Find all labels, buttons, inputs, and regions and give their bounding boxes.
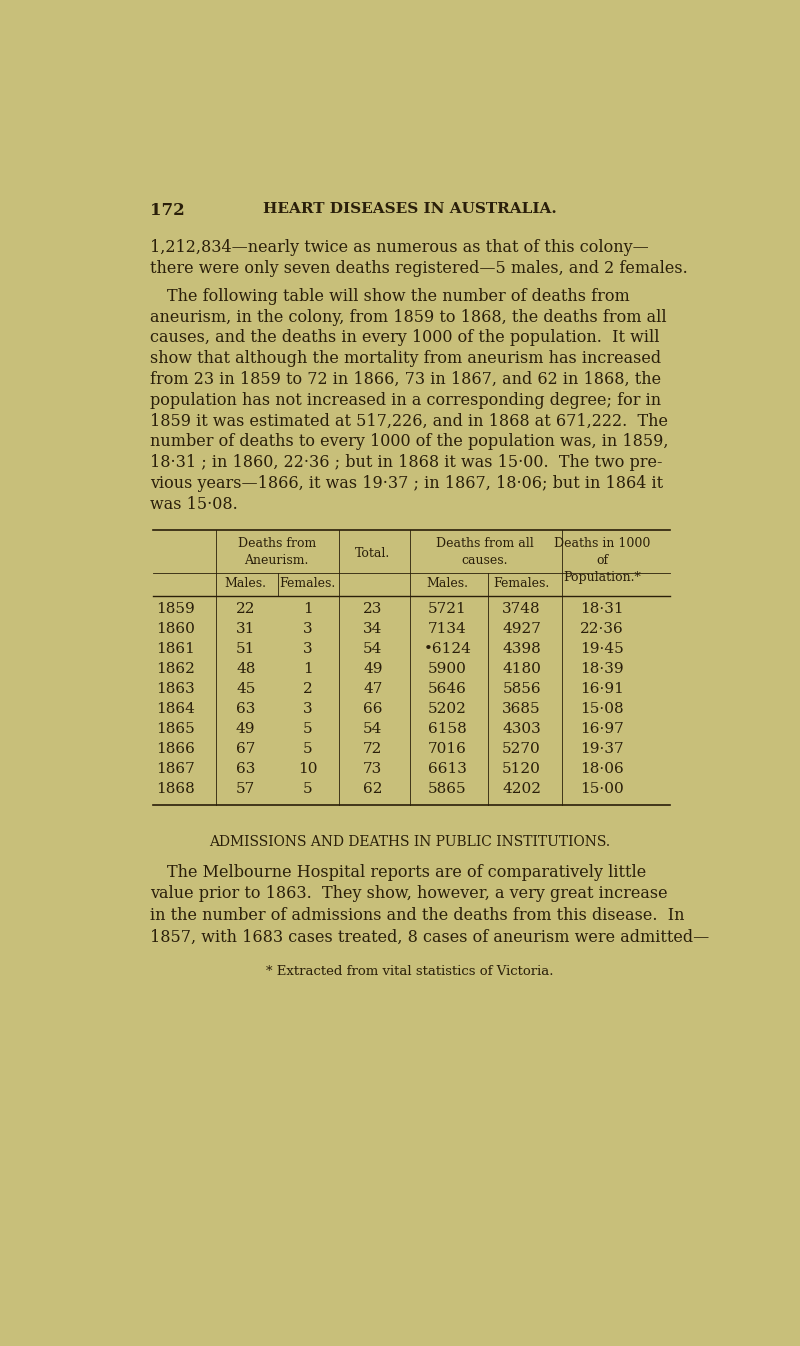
Text: Total.: Total. — [355, 548, 390, 560]
Text: The Melbourne Hospital reports are of comparatively little: The Melbourne Hospital reports are of co… — [167, 864, 646, 880]
Text: The following table will show the number of deaths from: The following table will show the number… — [167, 288, 630, 304]
Text: 54: 54 — [363, 642, 382, 656]
Text: 72: 72 — [363, 742, 382, 756]
Text: Males.: Males. — [225, 576, 266, 590]
Text: 34: 34 — [363, 622, 382, 635]
Text: 5202: 5202 — [428, 703, 466, 716]
Text: Deaths in 1000
of
Population.*: Deaths in 1000 of Population.* — [554, 537, 650, 584]
Text: 1859: 1859 — [157, 602, 195, 616]
Text: 172: 172 — [150, 202, 185, 218]
Text: 5856: 5856 — [502, 682, 541, 696]
Text: 18·06: 18·06 — [580, 762, 624, 777]
Text: 1861: 1861 — [157, 642, 195, 656]
Text: 16·97: 16·97 — [580, 721, 624, 736]
Text: 47: 47 — [363, 682, 382, 696]
Text: 1863: 1863 — [157, 682, 195, 696]
Text: there were only seven deaths registered—5 males, and 2 females.: there were only seven deaths registered—… — [150, 260, 688, 277]
Text: 5865: 5865 — [428, 782, 466, 795]
Text: 3685: 3685 — [502, 703, 541, 716]
Text: 19·37: 19·37 — [580, 742, 624, 756]
Text: 63: 63 — [236, 703, 255, 716]
Text: 48: 48 — [236, 662, 255, 676]
Text: * Extracted from vital statistics of Victoria.: * Extracted from vital statistics of Vic… — [266, 965, 554, 979]
Text: 67: 67 — [236, 742, 255, 756]
Text: 31: 31 — [236, 622, 255, 635]
Text: Females.: Females. — [494, 576, 550, 590]
Text: 66: 66 — [363, 703, 382, 716]
Text: 19·45: 19·45 — [580, 642, 624, 656]
Text: aneurism, in the colony, from 1859 to 1868, the deaths from all: aneurism, in the colony, from 1859 to 18… — [150, 308, 667, 326]
Text: 7016: 7016 — [428, 742, 466, 756]
Text: 22·36: 22·36 — [580, 622, 624, 635]
Text: 23: 23 — [363, 602, 382, 616]
Text: 5900: 5900 — [428, 662, 466, 676]
Text: Females.: Females. — [279, 576, 336, 590]
Text: 2: 2 — [303, 682, 313, 696]
Text: •6124: •6124 — [423, 642, 471, 656]
Text: 15·00: 15·00 — [580, 782, 624, 795]
Text: Deaths from all
causes.: Deaths from all causes. — [435, 537, 534, 567]
Text: 5: 5 — [303, 721, 313, 736]
Text: 1: 1 — [303, 662, 313, 676]
Text: 4202: 4202 — [502, 782, 541, 795]
Text: 5: 5 — [303, 782, 313, 795]
Text: 1857, with 1683 cases treated, 8 cases of aneurism were admitted—: 1857, with 1683 cases treated, 8 cases o… — [150, 929, 710, 945]
Text: 1864: 1864 — [157, 703, 195, 716]
Text: value prior to 1863.  They show, however, a very great increase: value prior to 1863. They show, however,… — [150, 886, 668, 902]
Text: number of deaths to every 1000 of the population was, in 1859,: number of deaths to every 1000 of the po… — [150, 433, 669, 451]
Text: 1860: 1860 — [157, 622, 195, 635]
Text: 51: 51 — [236, 642, 255, 656]
Text: 1862: 1862 — [157, 662, 195, 676]
Text: 49: 49 — [236, 721, 255, 736]
Text: 10: 10 — [298, 762, 318, 777]
Text: 3: 3 — [303, 642, 313, 656]
Text: 15·08: 15·08 — [580, 703, 624, 716]
Text: 4303: 4303 — [502, 721, 541, 736]
Text: 57: 57 — [236, 782, 255, 795]
Text: 6158: 6158 — [428, 721, 466, 736]
Text: 1866: 1866 — [157, 742, 195, 756]
Text: 6613: 6613 — [428, 762, 466, 777]
Text: 5: 5 — [303, 742, 313, 756]
Text: 4180: 4180 — [502, 662, 541, 676]
Text: 4927: 4927 — [502, 622, 541, 635]
Text: 49: 49 — [363, 662, 382, 676]
Text: 7134: 7134 — [428, 622, 466, 635]
Text: show that although the mortality from aneurism has increased: show that although the mortality from an… — [150, 350, 662, 367]
Text: 18·31 ; in 1860, 22·36 ; but in 1868 it was 15·00.  The two pre-: 18·31 ; in 1860, 22·36 ; but in 1868 it … — [150, 454, 663, 471]
Text: 1865: 1865 — [157, 721, 195, 736]
Text: Males.: Males. — [426, 576, 468, 590]
Text: HEART DISEASES IN AUSTRALIA.: HEART DISEASES IN AUSTRALIA. — [263, 202, 557, 215]
Text: 63: 63 — [236, 762, 255, 777]
Text: causes, and the deaths in every 1000 of the population.  It will: causes, and the deaths in every 1000 of … — [150, 330, 660, 346]
Text: in the number of admissions and the deaths from this disease.  In: in the number of admissions and the deat… — [150, 907, 685, 923]
Text: 18·39: 18·39 — [580, 662, 624, 676]
Text: 1,212,834—nearly twice as numerous as that of this colony—: 1,212,834—nearly twice as numerous as th… — [150, 238, 649, 256]
Text: Deaths from
Aneurism.: Deaths from Aneurism. — [238, 537, 316, 567]
Text: was 15·08.: was 15·08. — [150, 495, 238, 513]
Text: vious years—1866, it was 19·37 ; in 1867, 18·06; but in 1864 it: vious years—1866, it was 19·37 ; in 1867… — [150, 475, 663, 491]
Text: 3748: 3748 — [502, 602, 541, 616]
Text: 5270: 5270 — [502, 742, 541, 756]
Text: 3: 3 — [303, 622, 313, 635]
Text: 45: 45 — [236, 682, 255, 696]
Text: 1859 it was estimated at 517,226, and in 1868 at 671,222.  The: 1859 it was estimated at 517,226, and in… — [150, 412, 668, 429]
Text: 3: 3 — [303, 703, 313, 716]
Text: population has not increased in a corresponding degree; for in: population has not increased in a corres… — [150, 392, 662, 409]
Text: 22: 22 — [236, 602, 255, 616]
Text: 5120: 5120 — [502, 762, 541, 777]
Text: 4398: 4398 — [502, 642, 541, 656]
Text: 16·91: 16·91 — [580, 682, 624, 696]
Text: 1868: 1868 — [157, 782, 195, 795]
Text: from 23 in 1859 to 72 in 1866, 73 in 1867, and 62 in 1868, the: from 23 in 1859 to 72 in 1866, 73 in 186… — [150, 371, 662, 388]
Text: 1867: 1867 — [157, 762, 195, 777]
Text: 18·31: 18·31 — [580, 602, 624, 616]
Text: 5646: 5646 — [428, 682, 466, 696]
Text: 73: 73 — [363, 762, 382, 777]
Text: 1: 1 — [303, 602, 313, 616]
Text: 5721: 5721 — [428, 602, 466, 616]
Text: 62: 62 — [363, 782, 382, 795]
Text: 54: 54 — [363, 721, 382, 736]
Text: ADMISSIONS AND DEATHS IN PUBLIC INSTITUTIONS.: ADMISSIONS AND DEATHS IN PUBLIC INSTITUT… — [210, 835, 610, 848]
